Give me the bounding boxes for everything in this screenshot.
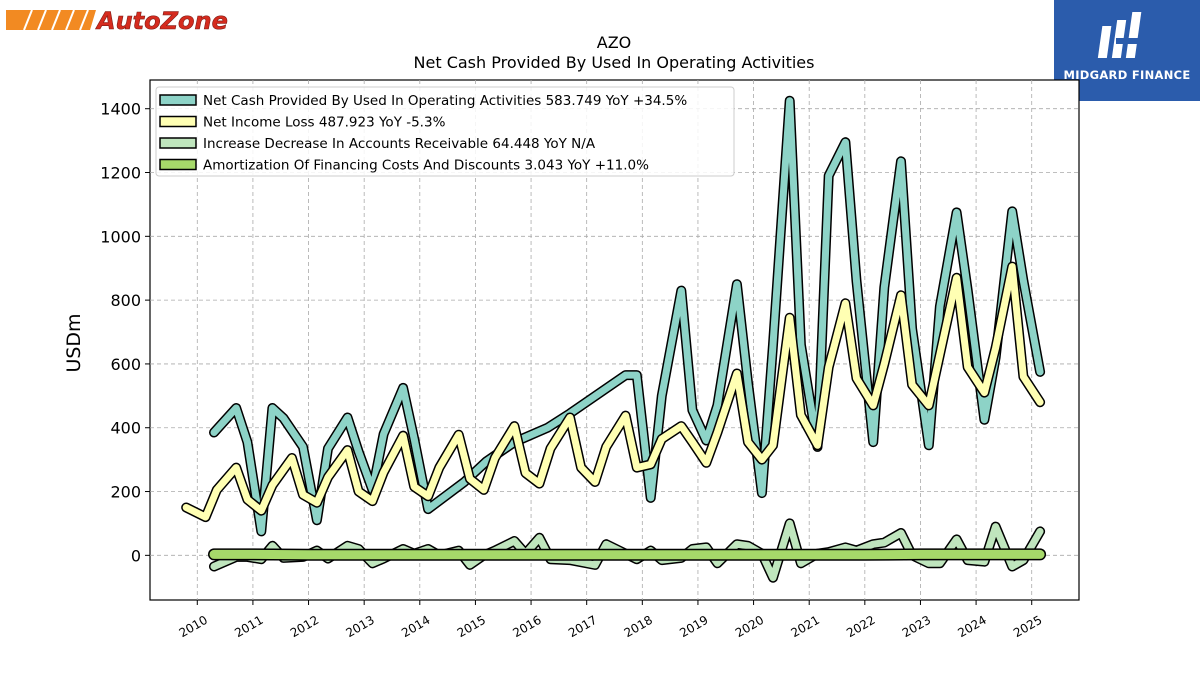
y-tick-label: 400 bbox=[110, 419, 141, 438]
x-tick-label: 2024 bbox=[955, 613, 988, 640]
legend-swatch bbox=[159, 94, 197, 106]
series-line-net-income-loss bbox=[182, 263, 1044, 521]
y-tick-label: 0 bbox=[131, 546, 141, 565]
x-tick-label: 2021 bbox=[788, 613, 821, 640]
chart-subtitle: Net Cash Provided By Used In Operating A… bbox=[414, 53, 815, 72]
y-axis-label: USDm bbox=[63, 313, 85, 372]
legend-entry: Amortization Of Financing Costs And Disc… bbox=[203, 158, 649, 174]
legend-swatch bbox=[159, 137, 197, 149]
x-tick-label: 2025 bbox=[1011, 613, 1044, 640]
legend-swatch bbox=[159, 158, 197, 171]
x-tick-label: 2022 bbox=[844, 613, 877, 640]
y-tick-label: 1000 bbox=[100, 227, 141, 246]
autozone-logo: AutoZone bbox=[6, 7, 228, 34]
series-line-net-cash-provided-by-used-in-operating-activities bbox=[210, 97, 1044, 535]
legend-entry: Increase Decrease In Accounts Receivable… bbox=[203, 136, 596, 152]
y-tick-label: 1200 bbox=[100, 164, 141, 183]
x-tick-label: 2020 bbox=[733, 613, 766, 640]
x-tick-label: 2013 bbox=[343, 613, 376, 640]
x-tick-label: 2019 bbox=[677, 613, 710, 640]
midgard-finance-wordmark: MIDGARD FINANCE bbox=[1063, 68, 1191, 82]
midgard-emblem bbox=[1097, 12, 1142, 58]
x-tick-label: 2011 bbox=[232, 613, 265, 640]
x-tick-label: 2016 bbox=[510, 613, 543, 640]
y-tick-label: 800 bbox=[110, 291, 141, 310]
legend-box bbox=[155, 86, 735, 177]
legend-swatch bbox=[159, 115, 197, 128]
x-tick-label: 2018 bbox=[622, 613, 655, 640]
y-tick-label: 200 bbox=[110, 483, 141, 502]
x-tick-label: 2012 bbox=[288, 613, 321, 640]
legend-entry: Net Income Loss 487.923 YoY -5.3% bbox=[203, 115, 446, 131]
x-tick-label: 2014 bbox=[399, 613, 432, 640]
legend: Net Cash Provided By Used In Operating A… bbox=[155, 86, 735, 177]
chart-title: AZO bbox=[597, 33, 632, 52]
y-tick-label: 1400 bbox=[100, 100, 141, 119]
y-axis-ticks: 0 200 400 600 800 1000 1200 1400 bbox=[100, 100, 150, 565]
legend-entry: Net Cash Provided By Used In Operating A… bbox=[203, 93, 687, 109]
x-tick-label: 2015 bbox=[455, 613, 488, 640]
x-tick-label: 2023 bbox=[900, 613, 933, 640]
x-tick-label: 2010 bbox=[177, 613, 210, 640]
y-tick-label: 600 bbox=[110, 355, 141, 374]
autozone-wordmark: AutoZone bbox=[95, 7, 228, 34]
series-lines bbox=[181, 95, 1047, 583]
x-tick-label: 2017 bbox=[566, 613, 599, 640]
autozone-stripes bbox=[6, 9, 96, 31]
x-axis-ticks: 2010 2011 2012 2013 2014 2015 2016 2017 2018 2019… bbox=[177, 600, 1044, 640]
